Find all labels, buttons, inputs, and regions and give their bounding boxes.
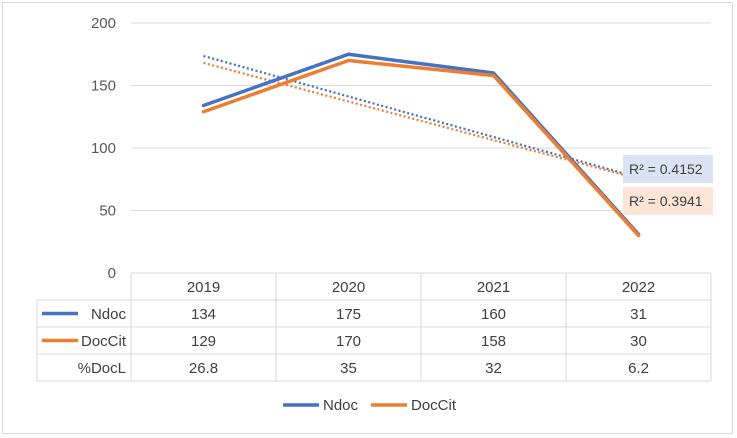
table-cell: 160	[481, 306, 506, 323]
legend-label: Ndoc	[323, 397, 359, 414]
table-cell: 170	[336, 333, 361, 350]
x-tick-label: 2021	[477, 279, 510, 296]
table-cell: 26.8	[189, 360, 218, 377]
trendlines	[203, 54, 639, 180]
table-row-label: Ndoc	[91, 306, 127, 323]
table-cell: 129	[191, 333, 216, 350]
y-tick-label: 0	[108, 265, 116, 282]
table-cell: 31	[630, 306, 647, 323]
series-line-doccit	[201, 58, 641, 238]
trendline-ndoc	[203, 54, 639, 179]
table-cell: 134	[191, 306, 216, 323]
legend-label: DocCit	[411, 397, 457, 414]
chart-frame	[2, 2, 733, 434]
trendline-doccit	[203, 61, 639, 180]
r-squared-label-box	[623, 155, 713, 183]
y-axis-ticks: 0 50 100 150 200	[91, 15, 116, 282]
y-tick-label: 200	[91, 15, 116, 32]
series-lines	[201, 52, 641, 238]
r-squared-label: R² = 0.4152	[629, 161, 703, 177]
x-tick-label: 2019	[187, 279, 220, 296]
data-table: 2019 2020 2021 2022 Ndoc 134 175 160 31 DocCit 129…	[36, 272, 712, 382]
table-cell: 35	[340, 360, 357, 377]
table-cell: 6.2	[628, 360, 649, 377]
y-tick-label: 150	[91, 78, 116, 95]
table-cell: 30	[630, 333, 647, 350]
table-row-label: %DocL	[78, 360, 126, 377]
r-squared-label-box	[623, 187, 713, 215]
table-cell: 158	[481, 333, 506, 350]
y-tick-label: 50	[99, 203, 116, 220]
x-tick-label: 2022	[622, 279, 655, 296]
r-squared-label: R² = 0.3941	[629, 193, 703, 209]
table-cell: 175	[336, 306, 361, 323]
x-tick-label: 2020	[332, 279, 365, 296]
y-tick-label: 100	[91, 140, 116, 157]
table-row-label: DocCit	[81, 333, 127, 350]
legend: Ndoc DocCit	[283, 397, 457, 414]
series-line-ndoc	[201, 52, 641, 236]
table-cell: 32	[485, 360, 502, 377]
r-squared-labels: R² = 0.4152 R² = 0.3941	[623, 155, 713, 215]
